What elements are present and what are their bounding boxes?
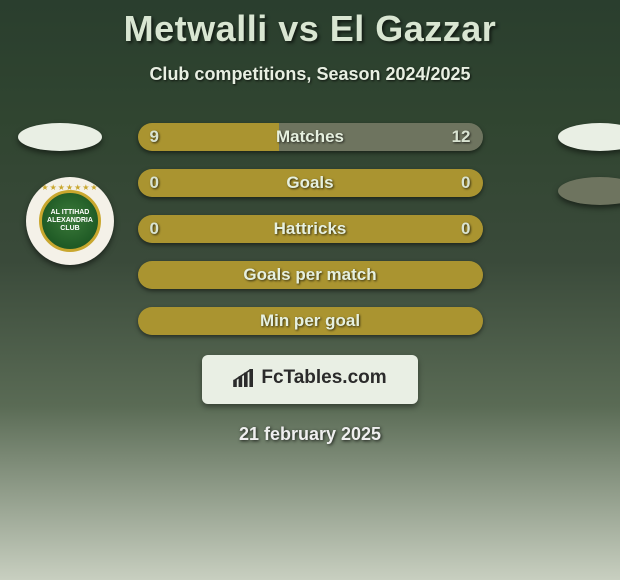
bar-value-right: 0 — [461, 219, 470, 239]
stat-bar: Min per goal — [138, 307, 483, 335]
player-right-oval-2 — [558, 177, 620, 205]
bar-value-left: 0 — [150, 173, 159, 193]
bar-label: Hattricks — [274, 219, 347, 239]
bar-chart-icon — [233, 369, 255, 387]
comparison-panel: ★★★★★★★ AL ITTIHAD ALEXANDRIA CLUB 9 12 Ma… — [0, 123, 620, 445]
bar-value-right: 12 — [452, 127, 471, 147]
bar-value-right: 0 — [461, 173, 470, 193]
stat-bar: 0 0 Hattricks — [138, 215, 483, 243]
bar-label: Goals — [286, 173, 333, 193]
brand-text: FcTables.com — [261, 367, 386, 389]
stat-bar: 0 0 Goals — [138, 169, 483, 197]
stat-bar: 9 12 Matches — [138, 123, 483, 151]
brand-box[interactable]: FcTables.com — [202, 355, 418, 404]
stat-bar: Goals per match — [138, 261, 483, 289]
player-left-oval — [18, 123, 102, 151]
club-badge-left: ★★★★★★★ AL ITTIHAD ALEXANDRIA CLUB — [26, 177, 114, 265]
date-stamp: 21 february 2025 — [0, 424, 620, 445]
bar-label: Min per goal — [260, 311, 360, 331]
bar-label: Goals per match — [243, 265, 376, 285]
brand-label: FcTables.com — [233, 367, 386, 389]
bar-value-left: 0 — [150, 219, 159, 239]
badge-stars-icon: ★★★★★★★ — [41, 183, 98, 192]
club-text-1: AL ITTIHAD — [51, 209, 90, 216]
bar-label: Matches — [276, 127, 344, 147]
bar-value-left: 9 — [150, 127, 159, 147]
club-text-2: ALEXANDRIA CLUB — [47, 217, 93, 232]
stat-bars: 9 12 Matches 0 0 Goals 0 0 Hattricks Goals per ma… — [138, 123, 483, 335]
page-subtitle: Club competitions, Season 2024/2025 — [0, 64, 620, 85]
page-title: Metwalli vs El Gazzar — [0, 0, 620, 50]
player-right-oval — [558, 123, 620, 151]
club-badge-text: AL ITTIHAD ALEXANDRIA CLUB — [42, 209, 98, 232]
club-badge-inner: ★★★★★★★ AL ITTIHAD ALEXANDRIA CLUB — [39, 190, 101, 252]
